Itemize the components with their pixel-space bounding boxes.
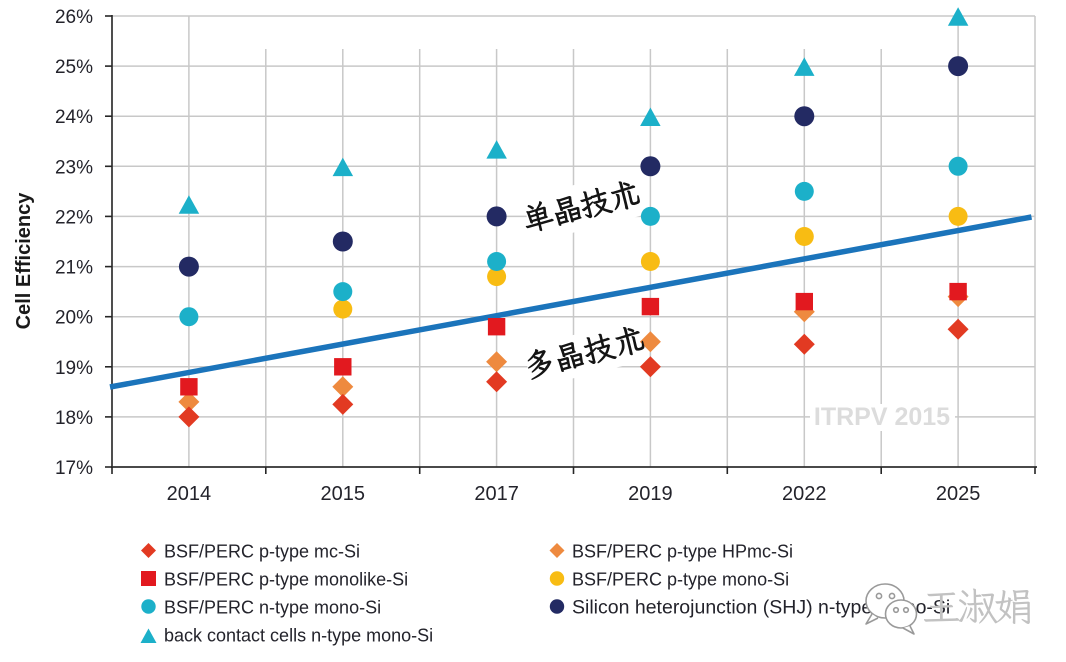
- svg-text:2017: 2017: [474, 483, 519, 505]
- svg-text:BSF/PERC p-type mono-Si: BSF/PERC p-type mono-Si: [572, 570, 789, 590]
- svg-text:19%: 19%: [55, 358, 93, 379]
- svg-text:Cell Efficiency: Cell Efficiency: [13, 192, 35, 330]
- svg-text:2022: 2022: [782, 483, 827, 505]
- svg-text:17%: 17%: [55, 458, 93, 479]
- svg-text:23%: 23%: [55, 157, 93, 178]
- svg-text:2015: 2015: [321, 483, 366, 505]
- svg-text:BSF/PERC p-type HPmc-Si: BSF/PERC p-type HPmc-Si: [572, 542, 793, 562]
- svg-text:back contact cells n-type mono: back contact cells n-type mono-Si: [164, 626, 433, 646]
- svg-text:BSF/PERC p-type mc-Si: BSF/PERC p-type mc-Si: [164, 542, 360, 562]
- svg-text:21%: 21%: [55, 258, 93, 279]
- svg-text:26%: 26%: [55, 7, 93, 28]
- svg-text:18%: 18%: [55, 408, 93, 429]
- svg-text:25%: 25%: [55, 57, 93, 78]
- svg-text:BSF/PERC n-type mono-Si: BSF/PERC n-type mono-Si: [164, 598, 381, 618]
- svg-text:2025: 2025: [936, 483, 981, 505]
- svg-text:24%: 24%: [55, 107, 93, 128]
- svg-text:BSF/PERC p-type monolike-Si: BSF/PERC p-type monolike-Si: [164, 570, 408, 590]
- svg-text:22%: 22%: [55, 207, 93, 228]
- svg-text:ITRPV 2015: ITRPV 2015: [814, 403, 950, 431]
- svg-text:Silicon heterojunction (SHJ) n: Silicon heterojunction (SHJ) n-type mono…: [572, 597, 950, 619]
- svg-text:2019: 2019: [628, 483, 673, 505]
- svg-text:2014: 2014: [167, 483, 212, 505]
- svg-text:20%: 20%: [55, 308, 93, 329]
